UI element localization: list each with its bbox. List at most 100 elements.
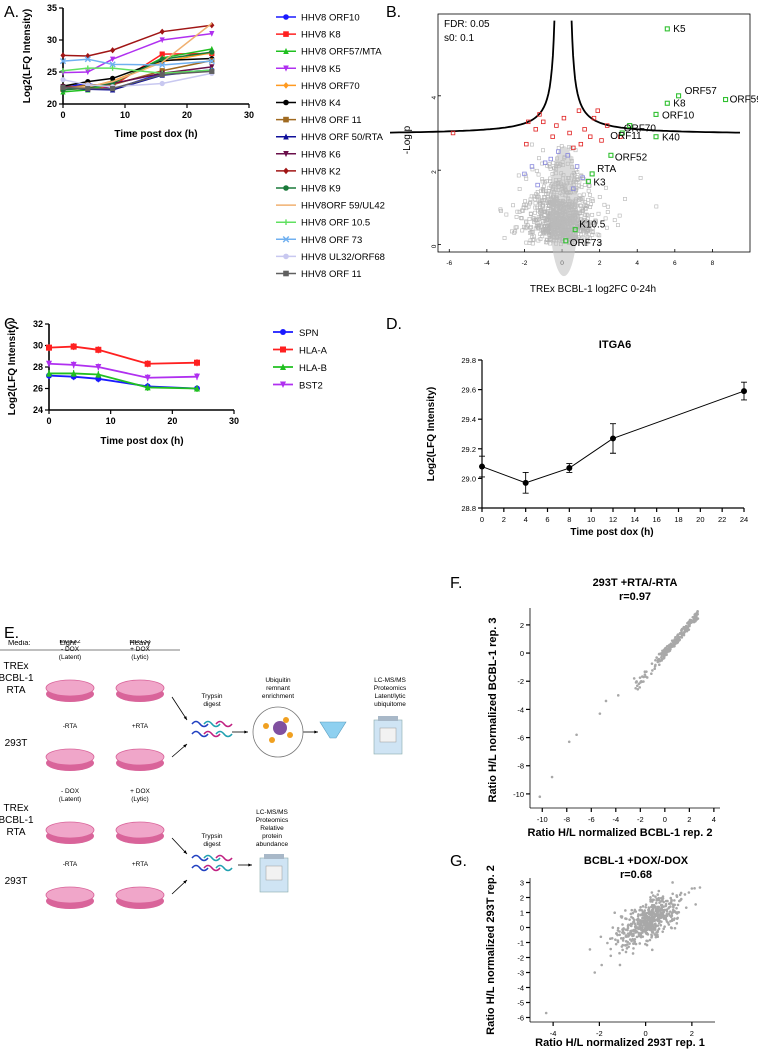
- data-point: [629, 912, 633, 916]
- host-point: [604, 123, 610, 128]
- x-tick-label: 12: [609, 515, 617, 524]
- data-point: [678, 638, 681, 642]
- heavy-condition: MG132: [129, 640, 151, 645]
- bg-point: [529, 212, 533, 217]
- data-point: [144, 360, 151, 367]
- data-point: [652, 911, 655, 915]
- bg-point: [540, 161, 545, 166]
- legend-label: HLA-B: [299, 363, 327, 374]
- y-axis-title: Ratio H/L normalized 293T rep. 2: [485, 865, 497, 1035]
- data-point: [639, 933, 643, 937]
- viral-point-marker: [572, 227, 578, 233]
- bg-point: [617, 213, 622, 218]
- data-point: [698, 886, 702, 889]
- x-tick-label: 2: [690, 1029, 694, 1038]
- bg-point: [534, 224, 539, 228]
- data-point: [628, 938, 632, 941]
- legend-entry: HHV8 K9: [276, 184, 341, 195]
- data-point: [664, 904, 668, 907]
- data-point: [656, 893, 660, 896]
- x-tick-label: 10: [106, 416, 116, 426]
- bg-point: [540, 179, 545, 184]
- viral-point-label: K10.5: [579, 220, 606, 231]
- legend-marker: [280, 381, 286, 388]
- data-point: [639, 905, 642, 909]
- data-point: [660, 920, 663, 923]
- bg-point: [542, 210, 547, 214]
- data-point: [657, 921, 661, 925]
- data-point: [618, 951, 621, 955]
- legend-entry: HHV8 K6: [276, 149, 341, 160]
- data-point: [651, 925, 655, 928]
- data-point: [611, 926, 615, 929]
- bg-point: [580, 235, 585, 240]
- legend-marker: [283, 167, 289, 175]
- data-point: [647, 906, 651, 909]
- data-point: [46, 360, 52, 368]
- y-tick-label: -4: [517, 984, 524, 993]
- x-tick-label: 2: [502, 515, 506, 524]
- bg-point: [585, 220, 590, 224]
- data-point: [657, 889, 661, 893]
- y-tick-label: -8: [517, 762, 524, 771]
- bg-point: [520, 228, 525, 233]
- data-point: [194, 385, 200, 392]
- legend-entry: HHV8 K4: [276, 98, 341, 109]
- host-point: [554, 123, 559, 128]
- data-point: [656, 658, 660, 662]
- series-HLA-B: [46, 369, 200, 392]
- y-tick-label: -5: [517, 999, 524, 1008]
- data-point: [694, 903, 697, 906]
- x-tick-label: 24: [740, 515, 748, 524]
- viral-point-label: K8: [673, 98, 686, 109]
- data-point: [159, 80, 165, 87]
- bg-point: [533, 201, 538, 206]
- data-point: [95, 371, 102, 378]
- data-point: [670, 919, 674, 923]
- data-point: [690, 621, 693, 624]
- bg-point: [524, 206, 529, 211]
- x-tick-label: -2: [637, 815, 644, 824]
- data-point: [644, 905, 648, 909]
- data-point: [687, 891, 691, 894]
- viral-point-K10.5: K10.5: [572, 220, 606, 233]
- data-point: [479, 463, 485, 470]
- ms-bottom-label: protein: [262, 833, 282, 840]
- viral-point-ORF73: ORF73: [563, 238, 602, 249]
- legend-entry: HLA-A: [273, 346, 328, 357]
- viral-point-marker: [608, 152, 614, 158]
- chart-f: -10 -8 -6 -4 -2 0 2 4 -10 -8 -6 -4 -2 0 2 293T +RTA/-RT…: [487, 577, 720, 839]
- bg-point: [577, 225, 582, 229]
- data-point: [669, 915, 673, 919]
- bg-point: [604, 225, 609, 230]
- ms-bottom-label: Proteomics: [256, 817, 289, 824]
- bg-point: [580, 221, 585, 226]
- data-point: [679, 891, 683, 895]
- data-point: [665, 653, 668, 657]
- mass-spec-window: [379, 727, 397, 743]
- legend-marker: [283, 47, 289, 54]
- data-point: [618, 930, 621, 933]
- series-line: [62, 22, 213, 89]
- data-point: [110, 47, 116, 54]
- data-point: [680, 636, 684, 639]
- legend-marker: [283, 253, 289, 260]
- bg-point: [546, 195, 550, 199]
- viral-point-label: ORF11: [610, 131, 642, 142]
- data-point: [618, 963, 622, 967]
- data-point: [637, 931, 640, 935]
- x-tick-label: -6: [446, 260, 452, 267]
- bg-point: [529, 194, 534, 199]
- data-point: [651, 904, 654, 908]
- data-point: [675, 922, 679, 925]
- bg-point: [543, 209, 547, 214]
- legend-label: BST2: [299, 381, 323, 392]
- legend-label: HHV8 ORF10: [301, 13, 360, 24]
- data-point: [645, 927, 649, 930]
- data-point: [671, 910, 675, 914]
- data-point: [656, 935, 660, 938]
- data-point: [693, 887, 696, 890]
- data-point: [635, 935, 639, 939]
- bg-point: [504, 212, 509, 217]
- light-condition: MG132: [59, 640, 81, 645]
